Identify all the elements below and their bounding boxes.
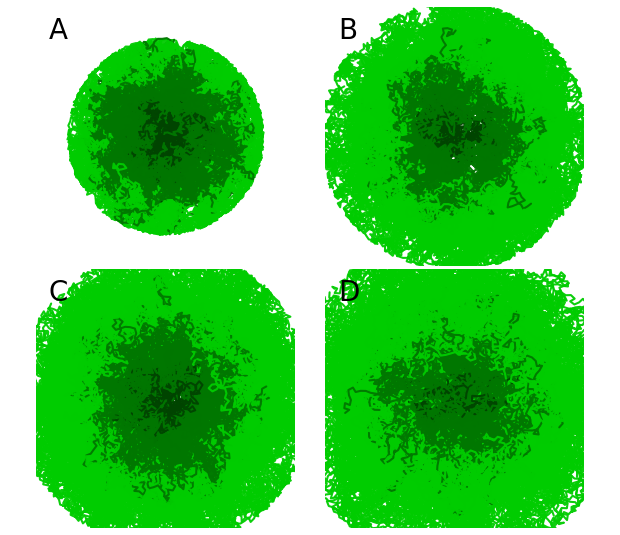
Text: B: B [338,17,357,45]
Text: A: A [49,17,68,45]
Text: D: D [338,279,359,307]
Text: C: C [49,279,68,307]
